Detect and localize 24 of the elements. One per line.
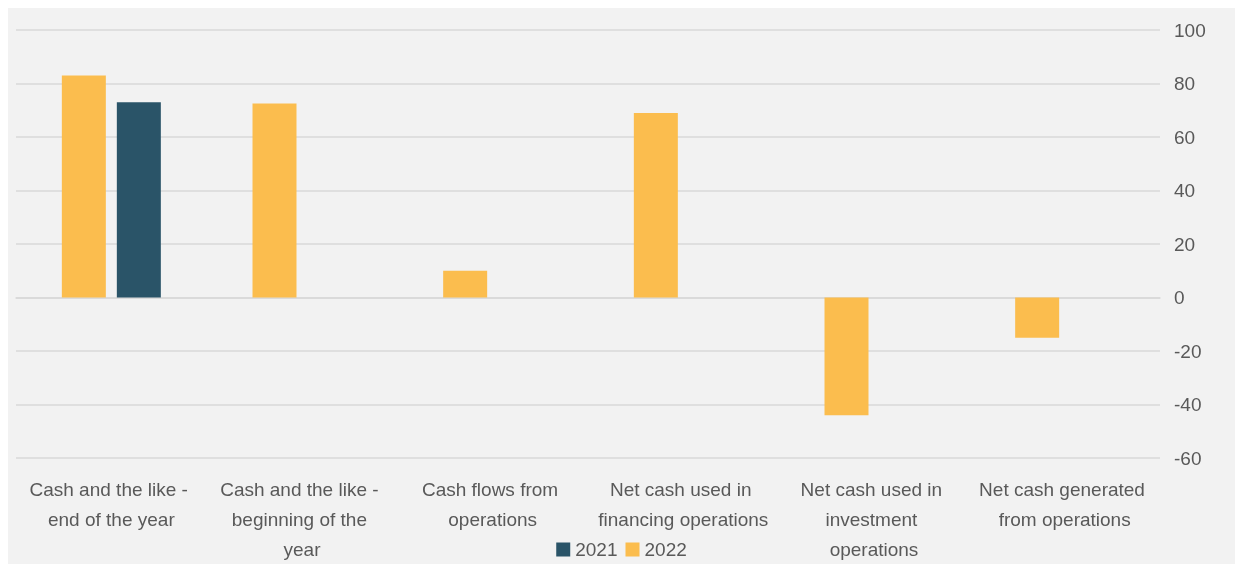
y-tick-label: 40 (1174, 180, 1196, 201)
x-tick-label: Cash and the like - beginning of the year (220, 478, 384, 560)
y-tick-label: -40 (1174, 394, 1202, 415)
x-tick-label: Net cash used in investment operations (800, 478, 948, 560)
bar (824, 297, 869, 416)
bar (252, 103, 297, 298)
y-tick-label: -20 (1174, 340, 1202, 362)
y-tick-label: 100 (1174, 19, 1206, 41)
x-tick-label: Cash and the like - end of the year (29, 478, 194, 530)
y-tick-label: 0 (1174, 287, 1185, 308)
x-tick-label: Cash flows from operations (421, 478, 564, 530)
x-tick-label: Net cash generated from operations (979, 478, 1151, 530)
bar (443, 270, 488, 298)
y-tick-label: 60 (1174, 126, 1196, 148)
x-tick-label: Net cash used in financing operations (598, 478, 769, 530)
legend-label: 2021 (575, 539, 618, 560)
legend-label: 2022 (644, 539, 687, 560)
bar (1015, 297, 1060, 338)
bar (116, 102, 161, 298)
y-tick-label: 20 (1174, 233, 1196, 255)
bar (61, 75, 106, 298)
y-tick-label: 80 (1174, 73, 1196, 94)
bar (633, 112, 678, 298)
y-tick-label: -60 (1174, 447, 1202, 469)
